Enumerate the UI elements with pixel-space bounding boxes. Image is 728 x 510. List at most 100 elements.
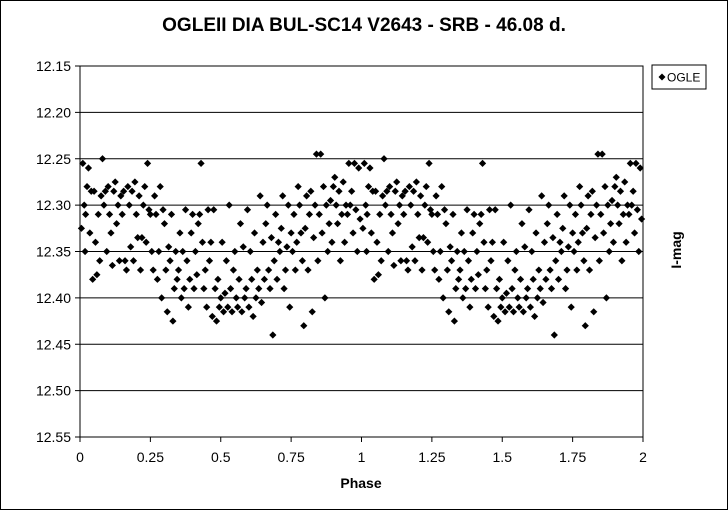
data-point [487,257,495,265]
data-point [360,159,368,167]
data-point [132,210,140,218]
data-point [432,192,440,200]
data-point [570,247,578,256]
data-point [400,210,408,218]
data-point [89,275,97,283]
data-point [384,247,392,256]
data-point [592,201,601,209]
data-point [604,201,612,209]
y-tick-label: 12.35 [36,244,71,260]
data-point [139,201,147,209]
data-point [177,294,185,302]
data-point [77,224,86,232]
data-point [143,159,152,167]
data-point [308,308,316,316]
data-point [581,322,589,330]
data-point [418,266,426,274]
data-point [474,271,482,279]
data-point [346,201,354,209]
data-point [120,187,128,195]
data-point [598,150,606,158]
data-point [269,331,277,339]
data-point [495,275,504,283]
data-point [207,238,215,246]
data-point [362,247,371,256]
data-point [142,238,150,246]
data-point [584,192,592,200]
data-point [83,182,91,191]
data-point [455,275,463,283]
data-point [414,210,422,218]
data-point [332,201,340,209]
data-point [163,308,171,316]
data-point [497,303,505,311]
data-point [131,178,139,186]
data-point [415,233,423,242]
data-point [405,182,413,191]
data-point [342,201,350,209]
data-point [159,206,167,214]
data-point [196,210,204,218]
x-tick-label: 0.75 [278,449,305,465]
data-point [221,289,229,297]
data-point [235,275,243,283]
data-point [112,220,121,228]
data-point [128,187,136,195]
data-point [445,308,453,316]
data-point [540,238,549,246]
data-point [383,187,391,195]
data-point [533,294,542,302]
data-point [166,257,174,265]
data-point [124,182,132,191]
data-point [277,224,285,232]
data-point [433,210,442,218]
data-point [549,233,557,242]
data-point [561,285,570,293]
data-point [272,210,280,218]
data-point [259,238,267,246]
data-point [125,201,133,209]
data-point [328,238,336,246]
data-point [591,233,599,242]
data-point [319,182,328,191]
data-point [512,247,520,256]
data-point [111,178,119,186]
data-point [574,238,582,246]
data-point [421,201,429,209]
data-point [208,312,216,321]
x-tick-label: 0.5 [211,449,231,465]
data-point [576,182,584,191]
data-point [557,247,565,256]
data-point [417,192,425,200]
data-point [605,247,613,256]
y-tick-label: 12.45 [36,336,71,352]
data-point [288,247,297,256]
data-point [531,312,539,321]
data-point [284,201,292,209]
data-point [516,275,525,283]
data-point [569,229,577,237]
data-point [619,210,627,218]
data-point [108,261,116,270]
y-axis-title: I-mag [668,231,684,268]
data-point [107,229,115,237]
data-point [341,238,349,246]
data-point [303,192,311,200]
data-point [476,220,484,228]
data-point [96,257,104,265]
data-point [121,257,129,265]
data-point [280,285,288,293]
data-point [560,192,568,200]
data-point [135,192,143,200]
data-point [426,206,435,214]
data-point [508,285,516,293]
data-point [608,196,616,205]
data-point [635,247,643,256]
data-point [456,266,464,274]
data-point [436,247,444,256]
data-point [546,266,554,274]
data-point [625,210,633,218]
data-point [462,285,470,293]
data-point [283,243,291,251]
